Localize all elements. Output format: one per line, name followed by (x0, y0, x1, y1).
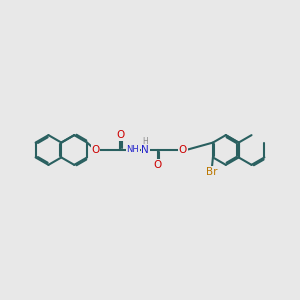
Text: O: O (179, 145, 187, 155)
Text: Br: Br (206, 167, 218, 177)
Text: H: H (142, 137, 148, 146)
Text: NH: NH (127, 146, 139, 154)
Text: O: O (116, 130, 124, 140)
Text: N: N (142, 145, 149, 155)
Text: O: O (91, 145, 100, 155)
Text: O: O (154, 160, 162, 170)
